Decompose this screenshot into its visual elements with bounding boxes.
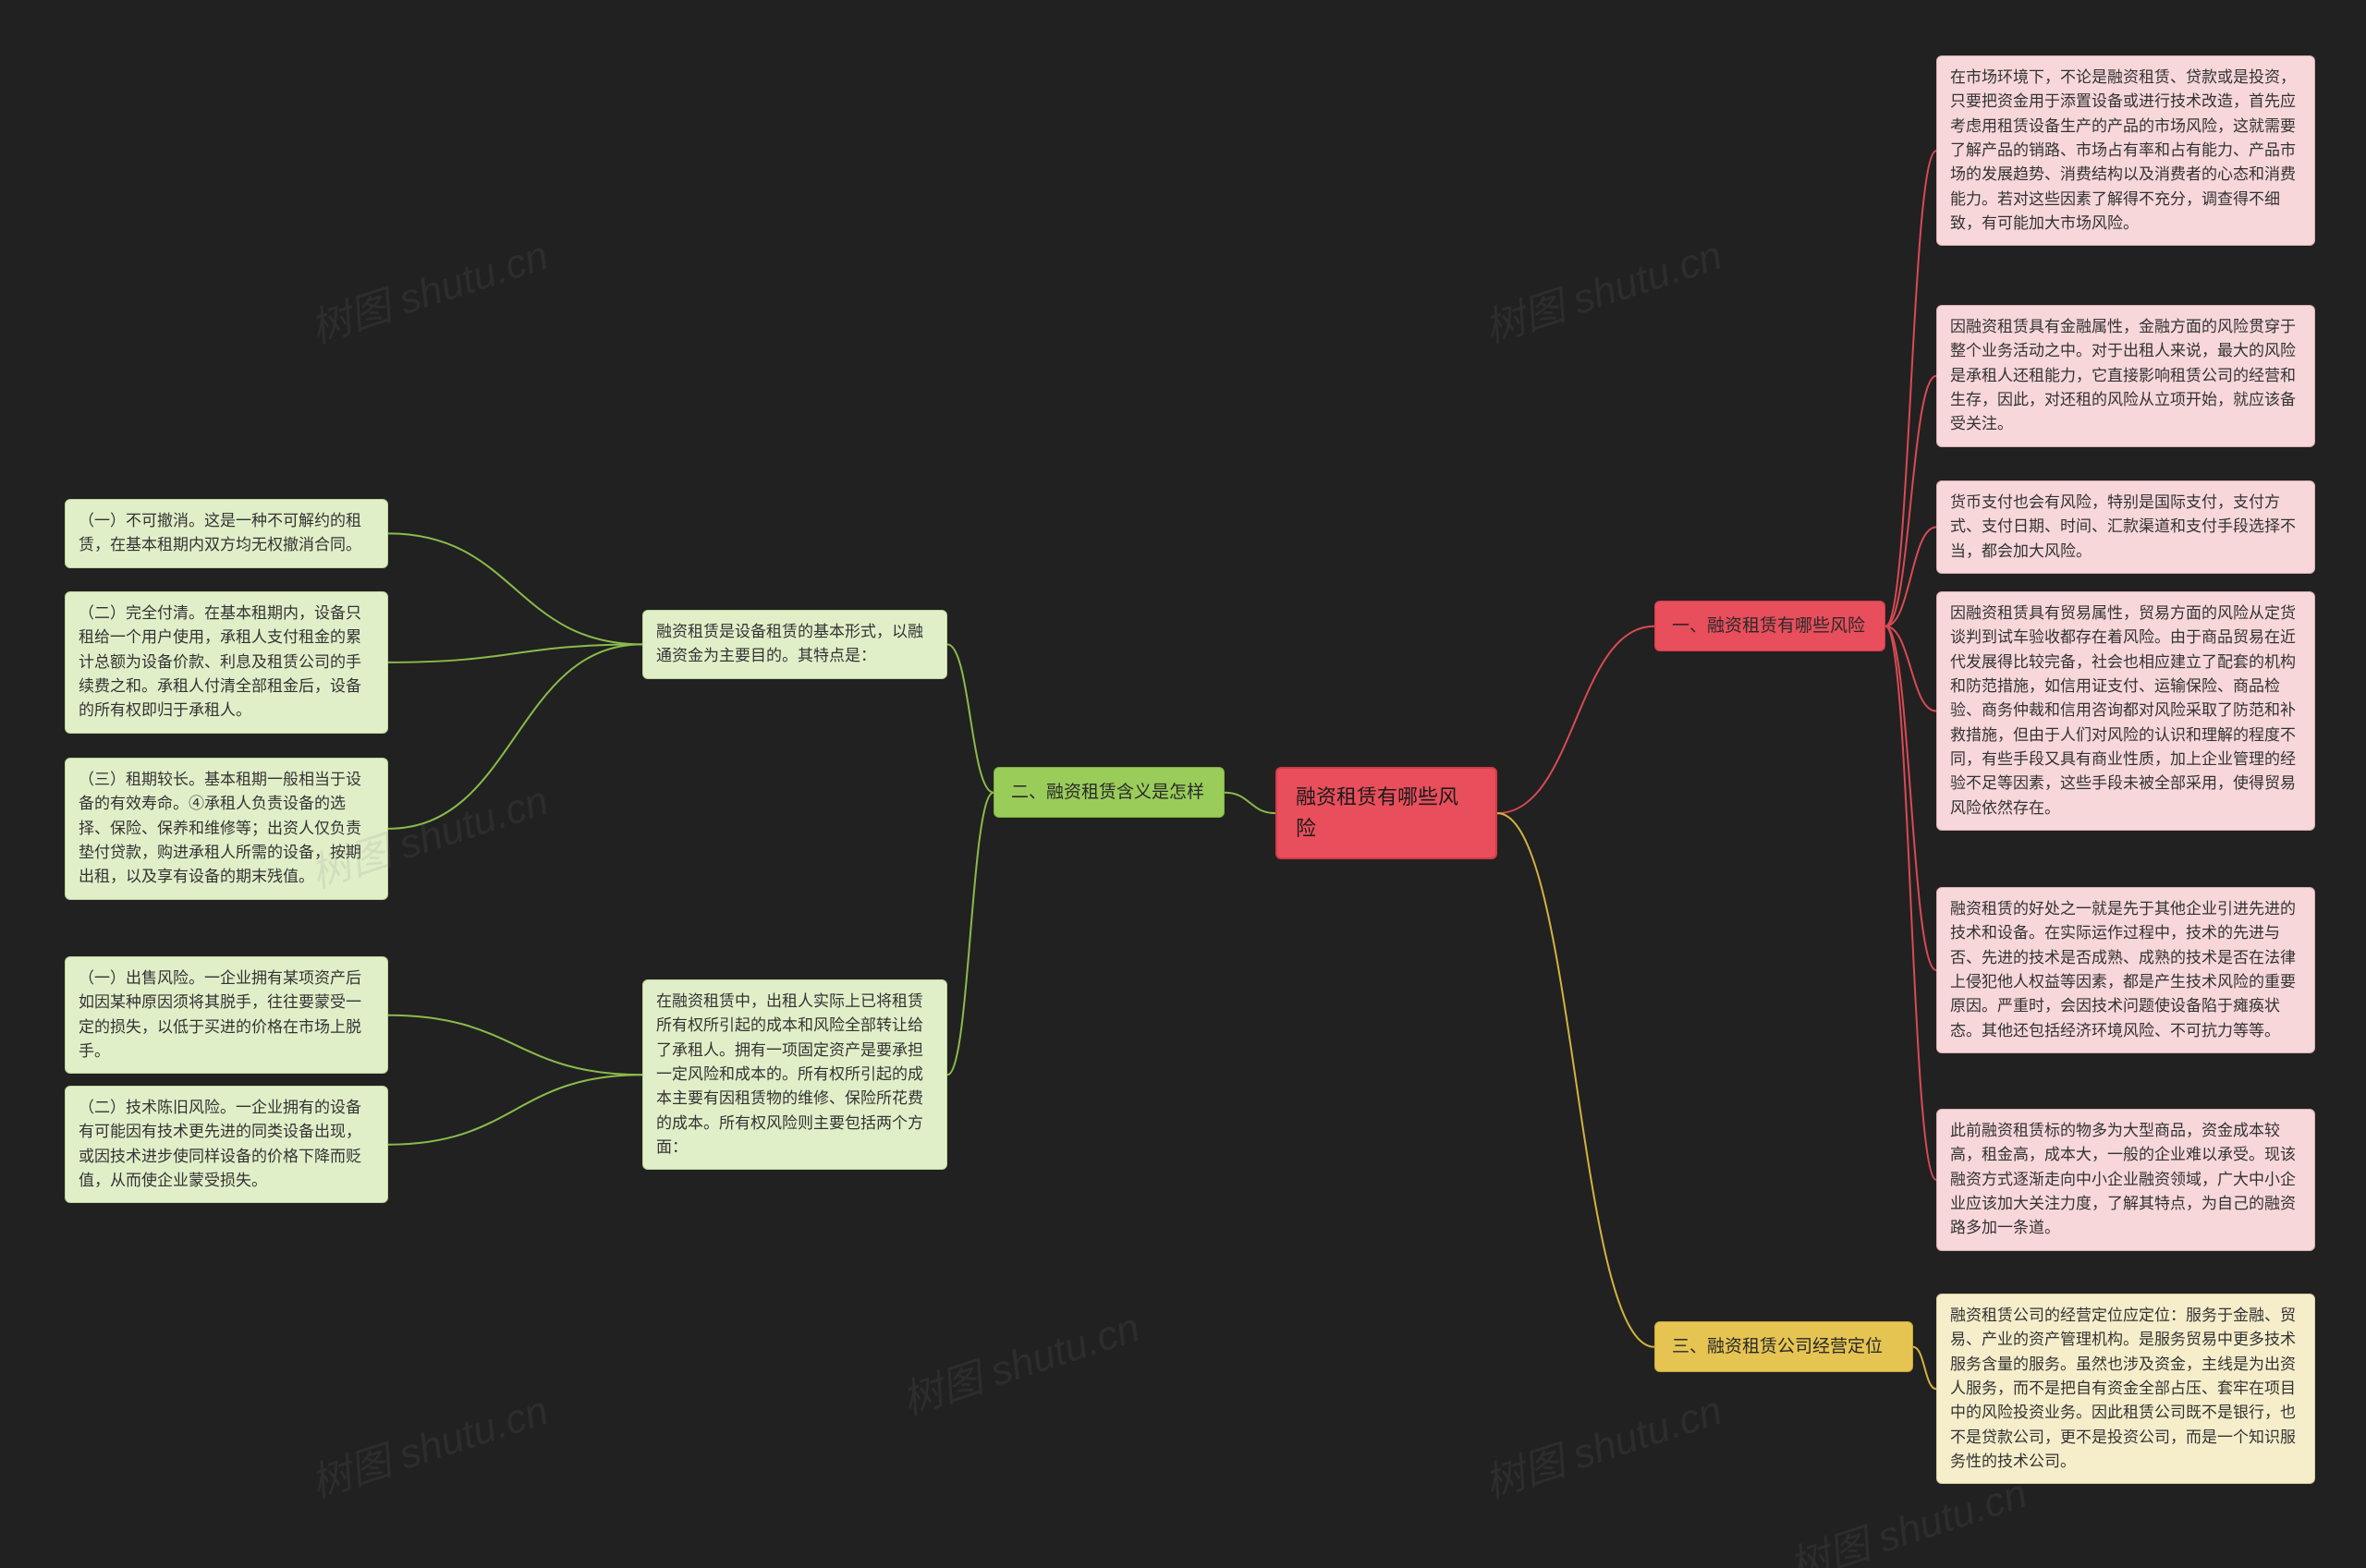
leaf-summary: 此前融资租赁标的物多为大型商品，资金成本较高，租金高，成本大，一般的企业难以承受… — [1936, 1109, 2315, 1251]
leaf-longterm: （三）租期较长。基本租期一般相当于设备的有效寿命。④承租人负责设备的选择、保险、… — [65, 758, 388, 900]
root-node: 融资租赁有哪些风险 — [1275, 767, 1497, 859]
leaf-trade-risk: 因融资租赁具有贸易属性，贸易方面的风险从定货谈判到试车验收都存在着风险。由于商品… — [1936, 591, 2315, 831]
leaf-market-risk: 在市场环境下，不论是融资租赁、贷款或是投资，只要把资金用于添置设备或进行技术改造… — [1936, 55, 2315, 246]
leaf-positioning-detail: 融资租赁公司的经营定位应定位：服务于金融、贸易、产业的资产管理机构。是服务贸易中… — [1936, 1294, 2315, 1484]
watermark: 树图 shutu.cn — [1476, 222, 1728, 354]
watermark: 树图 shutu.cn — [1476, 1377, 1728, 1509]
leaf-fullpayout: （二）完全付清。在基本租期内，设备只租给一个用户使用，承租人支付租金的累计总额为… — [65, 591, 388, 734]
leaf-sale-risk: （一）出售风险。一企业拥有某项资产后如因某种原因须将其脱手，往往要蒙受一定的损失… — [65, 956, 388, 1074]
branch-risks: 一、融资租赁有哪些风险 — [1654, 601, 1885, 651]
leaf-finance-risk: 因融资租赁具有金融属性，金融方面的风险贯穿于整个业务活动之中。对于出租人来说，最… — [1936, 305, 2315, 447]
watermark: 树图 shutu.cn — [302, 1377, 555, 1509]
leaf-payment-risk: 货币支付也会有风险，特别是国际支付，支付方式、支付日期、时间、汇款渠道和支付手段… — [1936, 480, 2315, 574]
watermark: 树图 shutu.cn — [302, 222, 555, 354]
branch-meaning: 二、融资租赁含义是怎样 — [994, 767, 1225, 818]
leaf-obsolescence-risk: （二）技术陈旧风险。一企业拥有的设备有可能因有技术更先进的同类设备出现，或因技术… — [65, 1086, 388, 1203]
mid-features: 融资租赁是设备租赁的基本形式，以融通资金为主要目的。其特点是： — [642, 610, 947, 679]
mid-ownership-risk: 在融资租赁中，出租人实际上已将租赁所有权所引起的成本和风险全部转让给了承租人。拥… — [642, 979, 947, 1170]
leaf-irrevocable: （一）不可撤消。这是一种不可解约的租赁，在基本租期内双方均无权撤消合同。 — [65, 499, 388, 568]
leaf-tech-risk: 融资租赁的好处之一就是先于其他企业引进先进的技术和设备。在实际运作过程中，技术的… — [1936, 887, 2315, 1053]
branch-positioning: 三、融资租赁公司经营定位 — [1654, 1321, 1913, 1372]
watermark: 树图 shutu.cn — [894, 1294, 1146, 1426]
